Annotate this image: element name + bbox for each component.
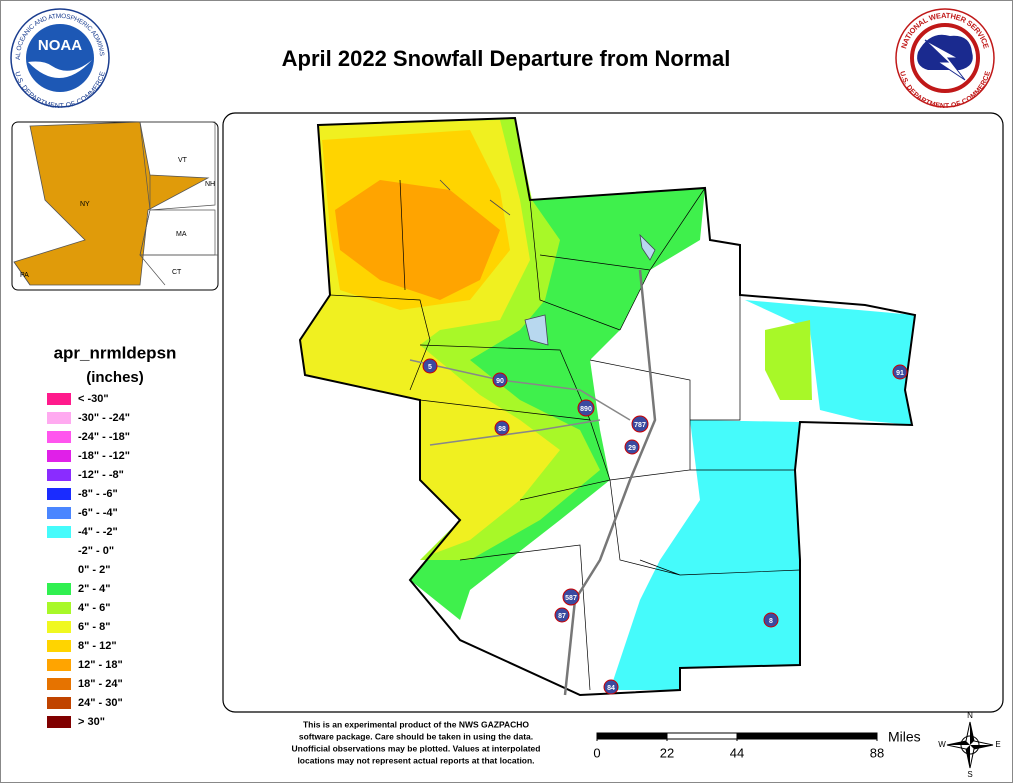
legend-label: 2" - 4" <box>78 583 110 595</box>
legend-label: -4" - -2" <box>78 526 118 538</box>
legend-label: 18" - 24" <box>78 678 123 690</box>
interstate-shield: 29 <box>624 439 640 455</box>
scale-segment <box>666 732 738 740</box>
interstate-shield: 84 <box>603 679 619 695</box>
legend-swatch <box>47 393 71 405</box>
scale-unit: Miles <box>888 729 921 745</box>
title: April 2022 Snowfall Departure from Norma… <box>282 46 731 71</box>
scale-tick-label: 88 <box>870 745 884 760</box>
main-map: 5 90 88 890 787 29 587 87 91 8 84 <box>222 112 1004 713</box>
legend-label: 24" - 30" <box>78 697 123 709</box>
interstate-shield: 890 <box>577 399 595 417</box>
interstate-label: 587 <box>565 595 577 602</box>
legend-swatch <box>47 450 71 462</box>
legend-label: < -30" <box>78 393 109 405</box>
inset-label: PA <box>20 272 29 279</box>
legend-swatch <box>47 659 71 671</box>
legend-label: 4" - 6" <box>78 602 110 614</box>
legend-swatch <box>47 716 71 728</box>
inset-label: MA <box>176 231 187 238</box>
nws-logo: NATIONAL WEATHER SERVICE U.S. DEPARTMENT… <box>895 8 995 110</box>
interstate-label: 84 <box>607 685 615 692</box>
legend-units: (inches) <box>86 369 144 386</box>
legend-label: 12" - 18" <box>78 659 123 671</box>
legend-swatch <box>47 583 71 595</box>
interstate-label: 787 <box>634 422 646 429</box>
inset-label: VT <box>178 157 188 164</box>
disclaimer-line: software package. Care should be taken i… <box>299 731 533 741</box>
legend-swatch <box>47 469 71 481</box>
interstate-label: 29 <box>628 445 636 452</box>
scale-tick-label: 0 <box>593 745 600 760</box>
compass-n: N <box>967 711 973 720</box>
interstate-label: 8 <box>769 618 773 625</box>
legend-swatch <box>47 697 71 709</box>
legend-swatch <box>47 678 71 690</box>
legend: apr_nrmldepsn (inches) < -30" -30" - -24"… <box>47 343 176 728</box>
legend-label: -24" - -18" <box>78 431 130 443</box>
interstate-label: 88 <box>498 426 506 433</box>
disclaimer-line: Unofficial observations may be plotted. … <box>292 743 541 753</box>
interstate-shield: 587 <box>562 588 580 606</box>
interstate-shield: 88 <box>494 420 510 436</box>
interstate-shield: 8 <box>763 612 779 628</box>
scale-segment <box>596 732 668 740</box>
legend-swatch <box>47 431 71 443</box>
disclaimer-line: locations may not represent actual repor… <box>297 755 534 765</box>
legend-label: -12" - -8" <box>78 469 124 481</box>
interstate-label: 90 <box>496 378 504 385</box>
disclaimer-line: This is an experimental product of the N… <box>303 719 529 729</box>
legend-label: -2" - 0" <box>78 545 114 557</box>
legend-label: -6" - -4" <box>78 507 118 519</box>
compass: N E S W <box>938 711 1000 779</box>
legend-label: -8" - -6" <box>78 488 118 500</box>
interstate-shield: 91 <box>892 364 908 380</box>
interstate-shield: 87 <box>554 607 570 623</box>
compass-e: E <box>995 740 1000 749</box>
interstate-shield: 5 <box>422 358 438 374</box>
noaa-name: NOAA <box>38 37 82 54</box>
interstate-label: 5 <box>428 364 432 371</box>
legend-swatch <box>47 640 71 652</box>
legend-label: 8" - 12" <box>78 640 117 652</box>
legend-swatch <box>47 488 71 500</box>
inset-map: VT NH NY MA CT PA <box>11 121 219 291</box>
compass-w: W <box>938 740 946 749</box>
legend-label: 0" - 2" <box>78 564 110 576</box>
legend-swatch <box>47 507 71 519</box>
legend-swatch <box>47 621 71 633</box>
interstate-label: 87 <box>558 613 566 620</box>
compass-s: S <box>967 770 972 779</box>
disclaimer: This is an experimental product of the N… <box>292 719 541 765</box>
interstate-shield: 90 <box>492 372 508 388</box>
scale-tick-label: 44 <box>730 745 744 760</box>
legend-label: -18" - -12" <box>78 450 130 462</box>
legend-label: -30" - -24" <box>78 412 130 424</box>
legend-swatch <box>47 412 71 424</box>
legend-swatch <box>47 602 71 614</box>
legend-swatch <box>47 526 71 538</box>
inset-label: CT <box>172 269 182 276</box>
scale-bar: Miles 0 22 44 88 <box>593 729 920 761</box>
inset-label: NY <box>80 201 90 208</box>
interstate-label: 91 <box>896 370 904 377</box>
legend-label: > 30" <box>78 716 105 728</box>
interstate-label: 890 <box>580 406 592 413</box>
legend-label: 6" - 8" <box>78 621 110 633</box>
inset-label: NH <box>205 181 215 188</box>
legend-title: apr_nrmldepsn <box>54 343 177 362</box>
scale-segment <box>736 732 878 740</box>
interstate-shield: 787 <box>631 415 649 433</box>
scale-tick-label: 22 <box>660 745 674 760</box>
